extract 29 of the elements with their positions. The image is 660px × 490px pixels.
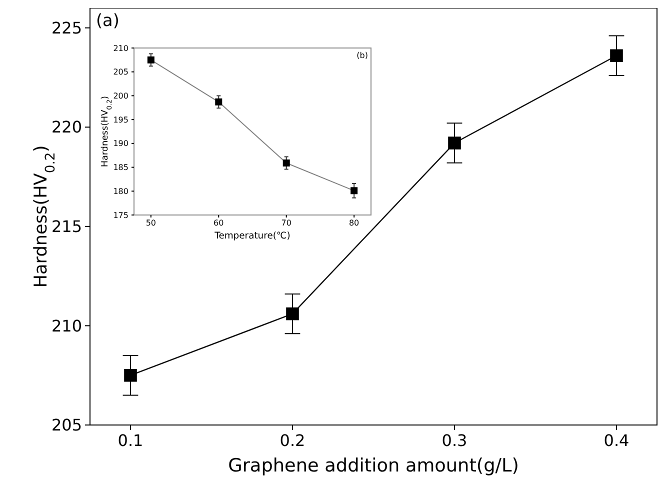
y-tick-label: 210 bbox=[113, 44, 128, 53]
annotation: (a) bbox=[96, 10, 120, 30]
y-tick-label: 175 bbox=[113, 210, 128, 220]
y-tick-label: 195 bbox=[113, 115, 128, 124]
y-tick-label: 200 bbox=[113, 92, 128, 101]
y-tick-label: 180 bbox=[113, 186, 128, 196]
y-tick-label: 225 bbox=[51, 18, 82, 38]
y-tick-label: 215 bbox=[51, 217, 82, 236]
x-tick-label: 0.2 bbox=[280, 431, 306, 450]
point bbox=[610, 49, 623, 62]
point bbox=[448, 136, 461, 150]
x-tick-label: 70 bbox=[281, 218, 292, 228]
y-tick-label: 185 bbox=[113, 163, 128, 172]
x-tick-label: 0.1 bbox=[118, 431, 144, 450]
y-tick-label: 190 bbox=[113, 139, 128, 148]
x-tick-label: 60 bbox=[214, 218, 224, 228]
x-axis-title: Graphene addition amount(g/L) bbox=[228, 456, 519, 477]
x-tick-label: 0.3 bbox=[442, 431, 468, 450]
x-axis-title: Temperature(℃) bbox=[214, 230, 290, 242]
x-tick-label: 50 bbox=[146, 218, 156, 228]
y-tick-label: 210 bbox=[51, 316, 82, 336]
point bbox=[124, 368, 137, 382]
y-tick-label: 205 bbox=[113, 68, 128, 77]
x-tick-label: 0.4 bbox=[604, 431, 630, 450]
y-tick-label: 205 bbox=[51, 416, 82, 435]
point bbox=[286, 307, 299, 320]
x-tick-label: 80 bbox=[348, 218, 360, 228]
y-tick-label: 220 bbox=[51, 118, 82, 137]
annotation: (b) bbox=[356, 51, 368, 60]
